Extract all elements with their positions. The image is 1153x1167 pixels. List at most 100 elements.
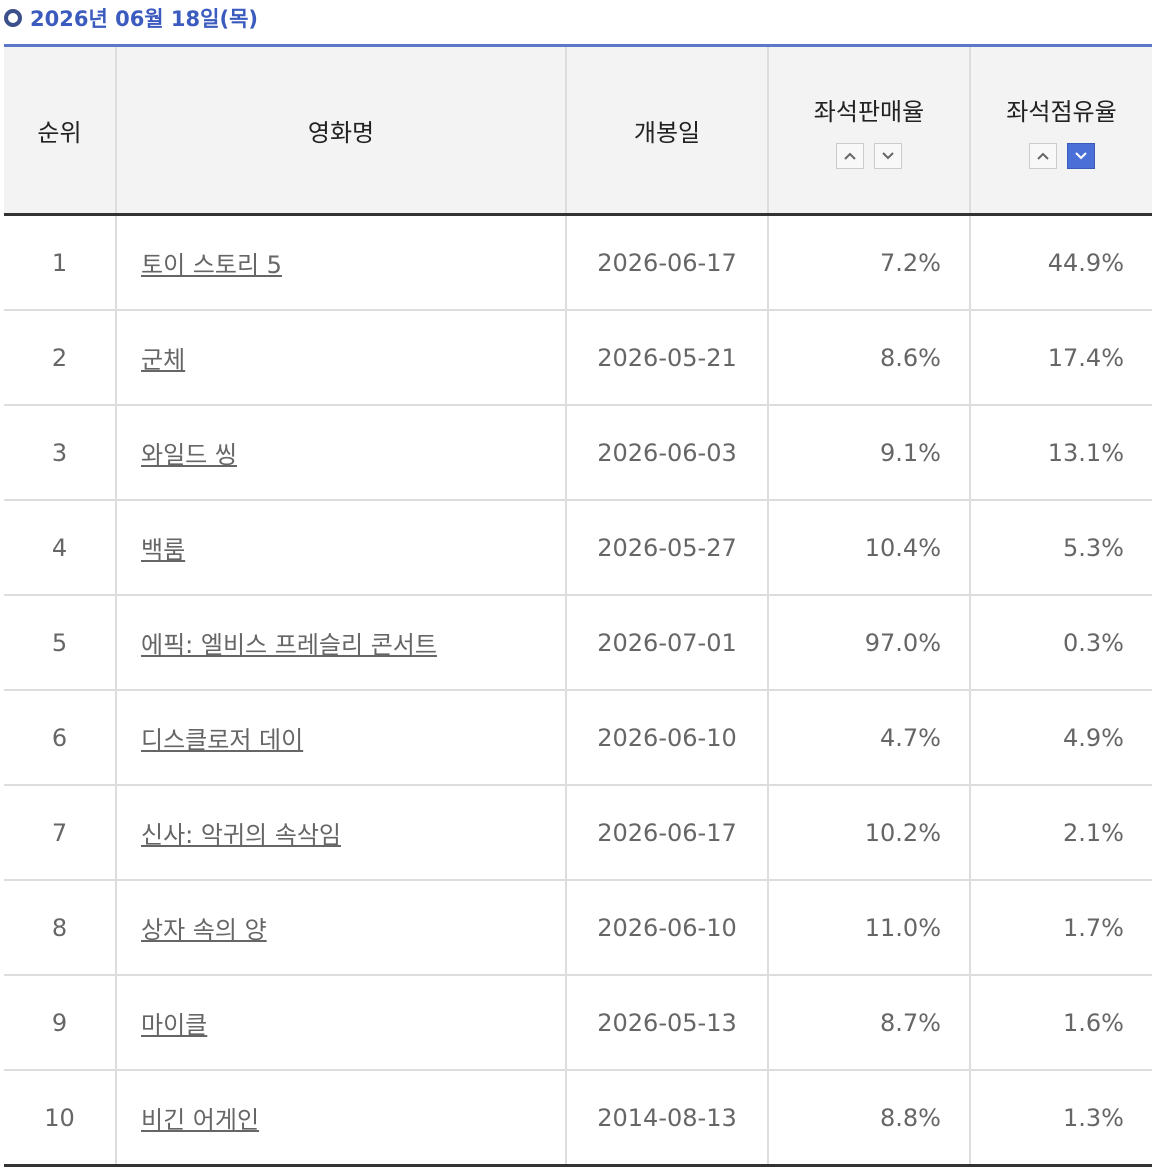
- table-row: 1 토이 스토리 5 2026-06-17 7.2% 44.9%: [4, 213, 1152, 310]
- cell: 7: [4, 784, 116, 880]
- cell: 7.2%: [767, 213, 970, 310]
- cell: 디스클로저 데이: [115, 689, 566, 785]
- rank: 1: [51, 248, 68, 277]
- release-date: 2026-06-03: [597, 438, 737, 467]
- cell: 에픽: 엘비스 프레슬리 콘서트: [115, 594, 566, 690]
- cell: 백룸: [115, 499, 566, 595]
- seat-sales-rate: 8.7%: [880, 1008, 941, 1037]
- cell: 13.1%: [969, 404, 1152, 500]
- rank: 9: [51, 1008, 68, 1037]
- cell: 4.7%: [767, 689, 970, 785]
- cell: 1.7%: [969, 879, 1152, 975]
- cell: 비긴 어게인: [115, 1069, 566, 1166]
- movie-title[interactable]: 상자 속의 양: [141, 916, 267, 944]
- movie-title[interactable]: 비긴 어게인: [141, 1106, 260, 1134]
- seat-share: 1.7%: [1063, 913, 1124, 942]
- date-title: 2026년 06월 18일(목): [4, 2, 258, 34]
- column-header: 좌석판매율: [767, 45, 970, 216]
- seat-share: 0.3%: [1063, 628, 1124, 657]
- release-date: 2026-05-27: [597, 533, 737, 562]
- sort-desc[interactable]: [1066, 142, 1095, 169]
- seat-sales-rate: 10.2%: [864, 818, 941, 847]
- rank: 5: [51, 628, 68, 657]
- cell: 8.7%: [767, 974, 970, 1070]
- movie-title[interactable]: 마이클: [141, 1011, 208, 1039]
- table-row: 7 신사: 악귀의 속삭임 2026-06-17 10.2% 2.1%: [4, 784, 1152, 880]
- cell: 6: [4, 689, 116, 785]
- cell: 2.1%: [969, 784, 1152, 880]
- release-date: 2026-06-17: [597, 818, 737, 847]
- seat-share: 5.3%: [1063, 533, 1124, 562]
- rank: 3: [51, 438, 68, 467]
- cell: 2026-06-17: [565, 213, 768, 310]
- movie-title[interactable]: 디스클로저 데이: [141, 726, 304, 754]
- movie-title[interactable]: 에픽: 엘비스 프레슬리 콘서트: [141, 631, 437, 659]
- rank: 7: [51, 818, 68, 847]
- movie-title[interactable]: 군체: [141, 346, 186, 374]
- cell: 9.1%: [767, 404, 970, 500]
- movie-title[interactable]: 백룸: [141, 536, 186, 564]
- seat-share: 1.6%: [1063, 1008, 1124, 1037]
- cell: 2026-06-03: [565, 404, 768, 500]
- cell: 4.9%: [969, 689, 1152, 785]
- seat-share: 2.1%: [1063, 818, 1124, 847]
- movie-title[interactable]: 신사: 악귀의 속삭임: [141, 821, 341, 849]
- sort-asc[interactable]: [836, 142, 864, 169]
- cell: 5: [4, 594, 116, 690]
- table-row: 2 군체 2026-05-21 8.6% 17.4%: [4, 309, 1152, 405]
- bullet-icon: [4, 9, 22, 27]
- cell: 2: [4, 309, 116, 405]
- cell: 2026-06-10: [565, 879, 768, 975]
- cell: 1.3%: [969, 1069, 1152, 1166]
- table-row: 8 상자 속의 양 2026-06-10 11.0% 1.7%: [4, 879, 1152, 975]
- release-date: 2026-07-01: [597, 628, 737, 657]
- seat-sales-rate: 9.1%: [880, 438, 941, 467]
- seat-sales-rate: 8.6%: [880, 343, 941, 372]
- box-office-table: 순위 영화명 개봉일 좌석판매율 좌석점유율 1 토이 스토리 5 2026-06-…: [4, 44, 1152, 1167]
- movie-title[interactable]: 토이 스토리 5: [141, 251, 282, 279]
- movie-title[interactable]: 와일드 씽: [141, 441, 237, 469]
- cell: 1.6%: [969, 974, 1152, 1070]
- column-label: 좌석점유율: [1006, 97, 1117, 126]
- cell: 10.2%: [767, 784, 970, 880]
- seat-share: 1.3%: [1063, 1103, 1124, 1132]
- sort-asc[interactable]: [1028, 142, 1057, 169]
- table-row: 9 마이클 2026-05-13 8.7% 1.6%: [4, 974, 1152, 1070]
- cell: 0.3%: [969, 594, 1152, 690]
- release-date: 2026-05-21: [597, 343, 737, 372]
- seat-sales-rate: 7.2%: [880, 248, 941, 277]
- cell: 4: [4, 499, 116, 595]
- cell: 2026-05-21: [565, 309, 768, 405]
- release-date: 2026-06-10: [597, 723, 737, 752]
- cell: 2026-06-10: [565, 689, 768, 785]
- cell: 97.0%: [767, 594, 970, 690]
- table-row: 6 디스클로저 데이 2026-06-10 4.7% 4.9%: [4, 689, 1152, 785]
- cell: 2026-07-01: [565, 594, 768, 690]
- release-date: 2026-06-17: [597, 248, 737, 277]
- cell: 10.4%: [767, 499, 970, 595]
- header-row: 순위 영화명 개봉일 좌석판매율 좌석점유율: [4, 45, 1152, 216]
- cell: 9: [4, 974, 116, 1070]
- column-header: 좌석점유율: [969, 45, 1152, 216]
- cell: 5.3%: [969, 499, 1152, 595]
- rank: 6: [51, 723, 68, 752]
- cell: 2026-06-17: [565, 784, 768, 880]
- seat-share: 17.4%: [1047, 343, 1124, 372]
- seat-sales-rate: 97.0%: [864, 628, 941, 657]
- table-row: 5 에픽: 엘비스 프레슬리 콘서트 2026-07-01 97.0% 0.3%: [4, 594, 1152, 690]
- seat-sales-rate: 10.4%: [864, 533, 941, 562]
- seat-share: 4.9%: [1063, 723, 1124, 752]
- release-date: 2014-08-13: [597, 1103, 737, 1132]
- seat-share: 13.1%: [1047, 438, 1124, 467]
- sort-desc[interactable]: [874, 142, 902, 169]
- seat-share: 44.9%: [1047, 248, 1124, 277]
- cell: 마이클: [115, 974, 566, 1070]
- cell: 44.9%: [969, 213, 1152, 310]
- release-date: 2026-05-13: [597, 1008, 737, 1037]
- cell: 17.4%: [969, 309, 1152, 405]
- cell: 2014-08-13: [565, 1069, 768, 1166]
- table-row: 4 백룸 2026-05-27 10.4% 5.3%: [4, 499, 1152, 595]
- rank: 10: [44, 1103, 75, 1132]
- cell: 와일드 씽: [115, 404, 566, 500]
